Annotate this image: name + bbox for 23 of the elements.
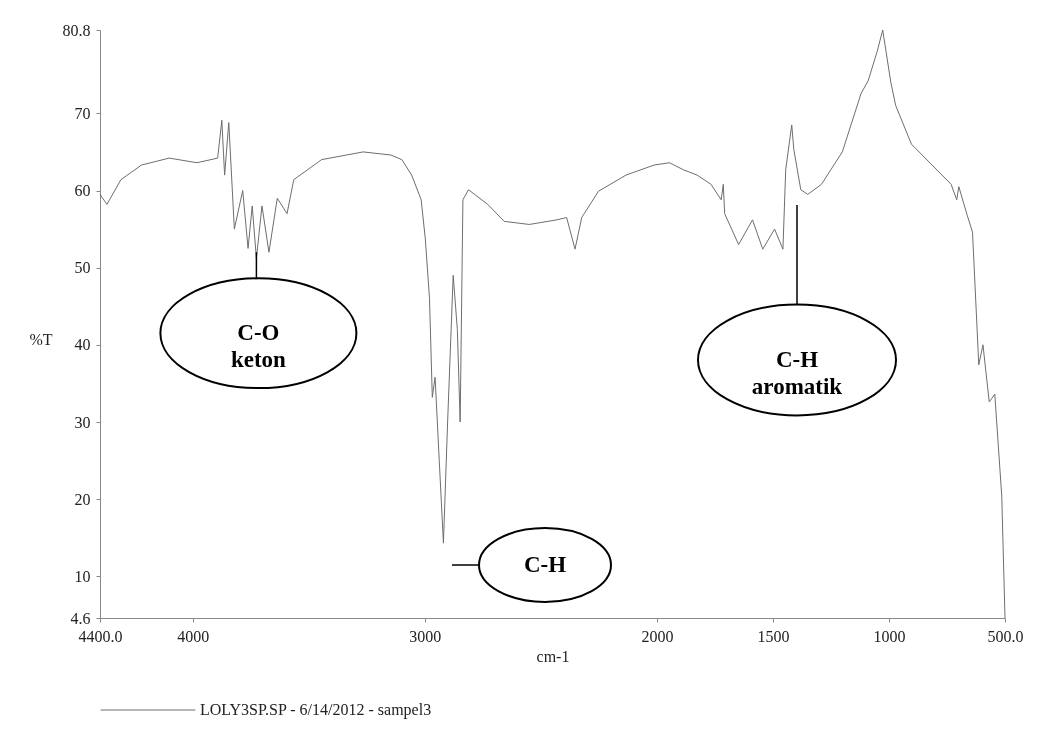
- y-tick-label: 10: [74, 567, 91, 585]
- x-tick-label: 3000: [409, 627, 442, 645]
- x-axis-title: cm-1: [536, 647, 570, 665]
- x-tick-label: 500.0: [987, 627, 1024, 645]
- annotation: C-H aromatik: [751, 347, 843, 399]
- x-tick-label: 2000: [641, 627, 674, 645]
- line-series: [99, 29, 1006, 619]
- y-tick-label: 4.6: [70, 609, 91, 627]
- y-tick-label: 30: [74, 413, 91, 431]
- x-tick-label: 4400.0: [78, 627, 123, 645]
- x-tick-label: 1000: [873, 627, 906, 645]
- y-axis-title: %T: [29, 330, 53, 348]
- y-tick-label: 40: [74, 336, 91, 354]
- y-tick-label: 20: [74, 490, 91, 508]
- text: LOLY3SP.SP - 6/14/2012 - sampel3: [200, 701, 432, 719]
- annotation: C-H: [523, 552, 567, 577]
- y-tick-label: 80.8: [62, 21, 91, 39]
- y-tick-label: 70: [74, 104, 91, 122]
- y-tick-label: 60: [74, 182, 91, 199]
- annotation: C-O keton: [230, 320, 287, 373]
- x-tick-label: 1500: [757, 627, 790, 645]
- y-tick-label: 50: [74, 259, 91, 277]
- x-tick-label: 4000: [177, 627, 210, 645]
